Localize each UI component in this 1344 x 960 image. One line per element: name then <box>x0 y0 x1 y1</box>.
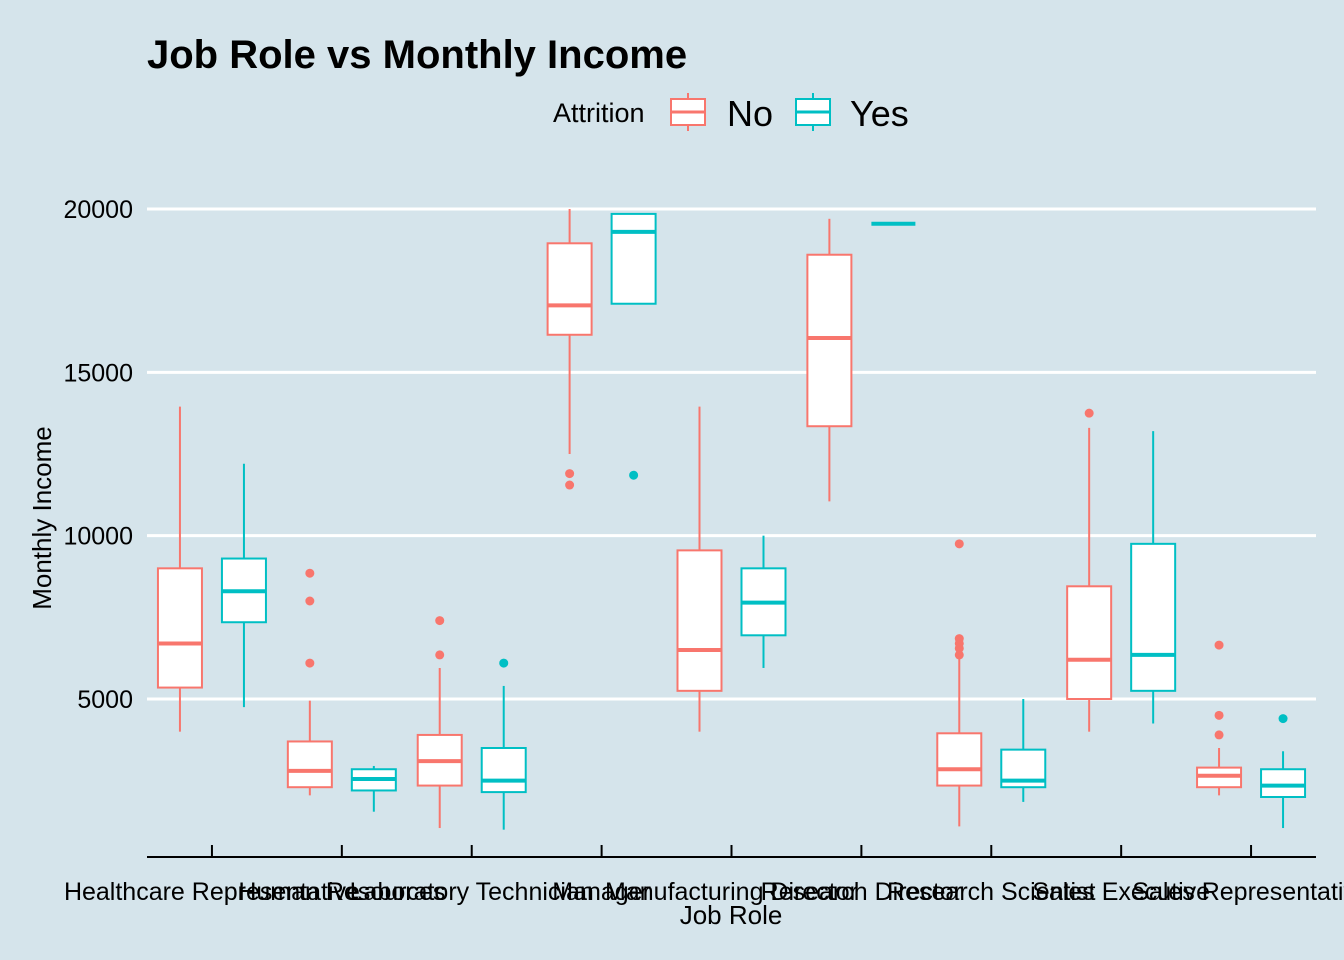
box-iqr <box>676 549 723 692</box>
grid <box>147 207 1316 701</box>
legend-entry-yes: Yes <box>795 93 909 134</box>
box-iqr <box>1066 585 1113 700</box>
x-tick-label: Research Director <box>761 878 962 906</box>
box-no-6 <box>936 539 983 827</box>
box-iqr <box>1260 768 1307 799</box>
outlier-point <box>629 470 639 480</box>
legend-label: Yes <box>850 93 909 134</box>
box-iqr <box>286 740 333 789</box>
outlier-point <box>954 634 964 644</box>
box-yes-3 <box>610 212 657 480</box>
x-tick-label: Manufacturing Director <box>605 878 858 906</box>
y-tick-label: 20000 <box>63 196 133 224</box>
box-iqr <box>546 242 593 336</box>
outlier-point <box>1278 714 1288 724</box>
box-iqr <box>480 747 527 794</box>
y-tick-label: 15000 <box>63 359 133 387</box>
x-tick-label: Sales Executive <box>1032 878 1210 906</box>
legend-title: Attrition <box>553 98 645 128</box>
box-no-7 <box>1066 408 1113 732</box>
outlier-point <box>565 480 575 490</box>
outlier-point <box>1214 730 1224 740</box>
box-iqr <box>1130 542 1177 692</box>
y-tick-label: 5000 <box>77 686 133 714</box>
box-yes-7 <box>1130 431 1177 724</box>
x-tick-label: Laboratory Technician <box>350 878 594 906</box>
box-yes-6 <box>1000 699 1047 802</box>
box-iqr <box>610 212 657 305</box>
outlier-point <box>435 650 445 660</box>
x-tick-label: Research Scientist <box>887 878 1095 906</box>
box-no-0 <box>156 406 203 732</box>
box-iqr <box>936 732 983 787</box>
y-tick-label: 10000 <box>63 523 133 551</box>
chart-title: Job Role vs Monthly Income <box>147 33 687 77</box>
outlier-point <box>565 469 575 479</box>
outlier-point <box>435 616 445 626</box>
axes: 5000 10000 15000 20000 Healthcare Representa… <box>63 196 1344 906</box>
box-no-5 <box>806 218 853 502</box>
outlier-point <box>305 658 315 668</box>
legend-label: No <box>727 93 773 134</box>
box-yes-4 <box>740 535 787 668</box>
x-tick-label: Healthcare Representative <box>64 878 360 906</box>
outlier-point <box>499 658 509 668</box>
box-no-8 <box>1196 640 1243 796</box>
outlier-point <box>954 650 964 660</box>
legend-entry-no: No <box>670 93 773 134</box>
legend: Attrition No Yes <box>553 93 909 134</box>
box-yes-8 <box>1260 714 1307 829</box>
box-no-4 <box>676 406 723 732</box>
box-no-1 <box>286 568 333 796</box>
box-iqr <box>806 253 853 428</box>
box-yes-2 <box>480 658 527 830</box>
outlier-point <box>1214 640 1224 650</box>
box-iqr <box>156 567 203 689</box>
box-yes-1 <box>350 765 397 812</box>
x-tick-label: Manager <box>552 878 651 906</box>
x-tick-label: Human Resources <box>238 878 445 906</box>
outlier-point <box>1214 710 1224 720</box>
outlier-point <box>954 539 964 549</box>
x-axis-title: Job Role <box>680 900 783 930</box>
plot-area <box>156 209 1307 830</box>
y-axis-title: Monthly Income <box>27 426 57 610</box>
x-tick-label: Sales Representative <box>1132 878 1344 906</box>
outlier-point <box>1084 408 1094 418</box>
box-no-3 <box>546 209 593 490</box>
box-no-2 <box>416 616 463 829</box>
box-yes-0 <box>220 463 267 708</box>
outlier-point <box>305 596 315 606</box>
outlier-point <box>305 568 315 578</box>
